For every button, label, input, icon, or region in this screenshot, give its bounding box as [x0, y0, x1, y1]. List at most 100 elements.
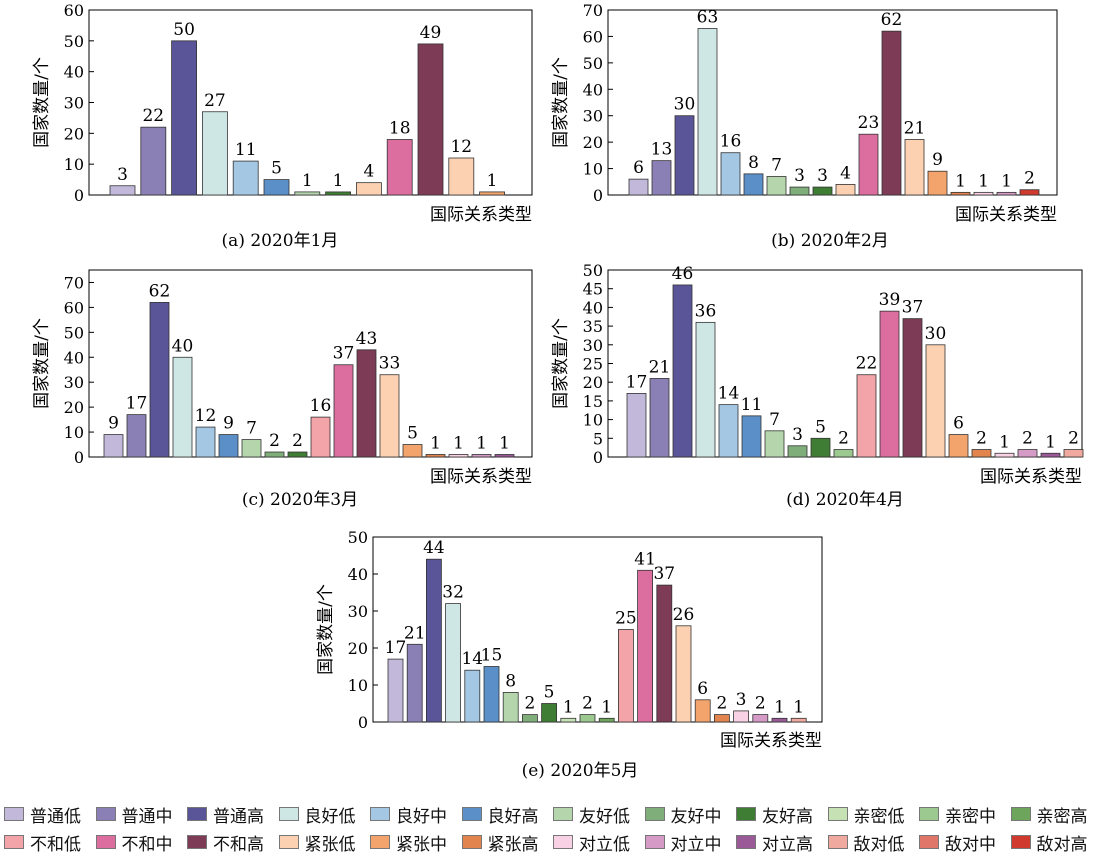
bar-良好低 [697, 28, 718, 196]
bar-友好中 [522, 714, 538, 723]
bar-普通高 [171, 40, 198, 196]
data-label: 21 [649, 357, 671, 377]
bar-对立中 [752, 714, 769, 723]
legend-swatch [187, 835, 207, 849]
data-label: 3 [794, 166, 805, 186]
y-tick-label: 30 [583, 107, 603, 126]
data-label: 21 [904, 119, 926, 139]
legend-swatch [736, 807, 756, 821]
data-label: 1 [499, 434, 510, 454]
y-tick-label: 20 [64, 124, 84, 143]
data-label: 62 [881, 10, 903, 30]
legend-label: 对立低 [579, 834, 630, 855]
legend-item-友好中: 友好中 [644, 802, 737, 827]
bar-良好高 [263, 179, 290, 196]
y-tick-label: 10 [583, 160, 603, 179]
legend-label: 普通低 [30, 806, 81, 827]
y-tick-label: 20 [583, 373, 603, 392]
bar-对立中 [471, 454, 492, 458]
data-label: 1 [563, 697, 574, 717]
bar-良好低 [695, 321, 716, 458]
bar-对立中 [1017, 449, 1038, 458]
bar-良好中 [720, 152, 741, 196]
data-label: 36 [695, 301, 717, 321]
data-label: 37 [333, 344, 355, 364]
bar-友好低 [766, 176, 787, 196]
panel-caption: (c) 2020年3月 [242, 490, 358, 510]
data-label: 9 [223, 414, 234, 434]
bar-友好高 [810, 437, 831, 458]
y-tick-label: 5 [593, 429, 603, 448]
legend-swatch [919, 835, 939, 849]
bar-良好低 [201, 111, 228, 196]
bar-对立中 [996, 191, 1017, 196]
bar-对立低 [973, 191, 994, 196]
data-label: 2 [716, 694, 727, 714]
y-axis-label: 国家数量/个 [551, 57, 571, 148]
legend-swatch [187, 807, 207, 821]
data-label: 14 [461, 649, 483, 669]
y-tick-label: 40 [348, 565, 368, 584]
bar-紧张高 [714, 714, 730, 723]
y-tick-label: 60 [64, 298, 84, 317]
y-tick-label: 70 [64, 273, 84, 292]
bar-紧张低 [925, 344, 946, 458]
data-label: 2 [755, 694, 766, 714]
y-tick-label: 50 [583, 54, 603, 73]
legend-item-敌对高: 敌对高 [1010, 830, 1100, 855]
y-axis-label: 国家数量/个 [32, 57, 52, 148]
data-label: 8 [748, 153, 759, 173]
data-label: 37 [653, 564, 675, 584]
legend-swatch [461, 835, 482, 849]
y-tick-label: 40 [583, 298, 603, 317]
y-tick-label: 50 [64, 32, 84, 51]
legend-swatch [278, 807, 299, 821]
legend-item-敌对低: 敌对低 [827, 830, 920, 855]
legend-item-良好高: 良好高 [461, 802, 554, 827]
bar-友好中 [264, 451, 285, 458]
legend-label: 亲密低 [853, 806, 905, 827]
legend-item-普通高: 普通高 [187, 802, 279, 827]
bar-对立低 [733, 710, 749, 723]
legend-swatch [370, 835, 390, 849]
y-tick-label: 50 [64, 323, 84, 342]
legend-label: 友好中 [670, 806, 722, 827]
bar-友好中 [789, 186, 810, 196]
bar-普通中 [140, 126, 167, 196]
y-tick-label: 70 [583, 1, 603, 20]
legend-label: 紧张低 [304, 834, 356, 855]
y-tick-label: 0 [593, 448, 603, 467]
bar-普通中 [651, 160, 672, 196]
legend-label: 敌对高 [1036, 834, 1088, 855]
data-label: 2 [1022, 429, 1033, 449]
data-label: 13 [651, 140, 673, 160]
y-tick-label: 50 [583, 261, 603, 280]
data-label: 1 [453, 434, 464, 454]
bar-普通高 [149, 302, 170, 458]
data-label: 63 [697, 8, 719, 28]
bar-紧张低 [835, 184, 856, 196]
data-label: 17 [385, 638, 407, 658]
bar-普通中 [126, 414, 147, 458]
data-label: 2 [976, 429, 987, 449]
data-label: 5 [544, 683, 555, 703]
data-label: 4 [840, 163, 851, 183]
data-label: 17 [626, 372, 648, 392]
bar-紧张低 [448, 157, 475, 196]
bar-普通中 [406, 643, 423, 723]
data-label: 6 [697, 679, 708, 699]
legend-label: 敌对中 [945, 834, 996, 855]
data-label: 46 [672, 264, 694, 284]
plot-frame [607, 9, 1058, 196]
legend-swatch [95, 835, 116, 849]
bar-友好高 [325, 191, 352, 196]
legend-item-亲密中: 亲密中 [919, 802, 1011, 827]
data-label: 49 [420, 23, 442, 43]
data-label: 2 [1024, 169, 1035, 189]
bar-紧张高 [971, 449, 992, 458]
data-label: 7 [771, 156, 782, 176]
y-tick-label: 20 [348, 639, 368, 658]
